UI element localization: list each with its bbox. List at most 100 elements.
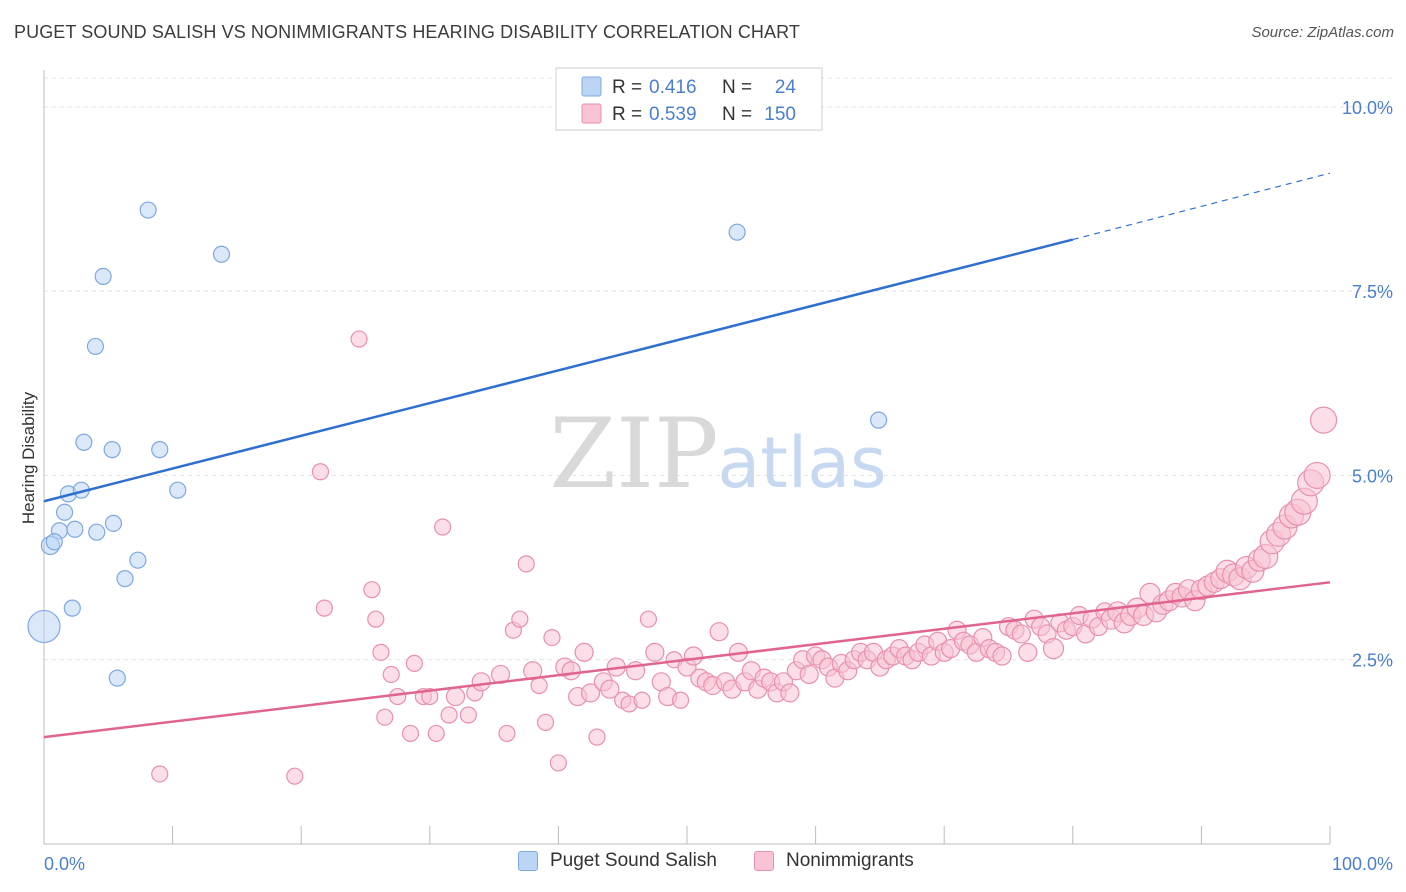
puget-sound-salish-point [103,441,121,459]
tick-labels: 2.5% 5.0% 7.5% 10.0% 0.0% 100.0% [44,98,1393,874]
puget-sound-salish-point [212,245,231,263]
puget-sound-salish-trendline [43,238,1074,503]
x-tick-label: 0.0% [44,854,85,874]
legend-swatch-pink [581,103,602,124]
nonimmigrants-point [1018,642,1038,662]
nonimmigrants-point [471,672,491,692]
nonimmigrants-point [588,728,606,746]
nonimmigrants-point [523,661,543,681]
legend-swatch-blue [581,76,602,97]
nonimmigrants-point [780,683,800,703]
nonimmigrants-point [372,643,390,661]
y-axis-label: Hearing Disability [19,391,38,524]
puget-sound-salish-point [728,223,746,241]
nonimmigrants-point [498,724,516,743]
nonimmigrants-point [1042,638,1065,660]
puget-sound-salish-point [139,201,157,219]
nonimmigrants-point [709,622,729,642]
legend-n-label: N = [722,77,752,98]
legend-item-nonimmigrants: Nonimmigrants [754,850,914,872]
puget-sound-salish-point [104,514,123,532]
nonimmigrants-point [459,706,477,724]
legend-swatch-pink [754,851,774,871]
nonimmigrants-point [286,767,304,785]
nonimmigrants-point [517,555,535,573]
y-tick-label: 5.0% [1352,466,1393,486]
puget-sound-salish-point [870,411,888,429]
puget-sound-salish-point [169,481,187,499]
x-tick-label: 100.0% [1332,854,1393,874]
legend-n-label: N = [722,104,752,125]
nonimmigrants-point [315,599,333,617]
legend-r-value: 0.416 [649,77,697,98]
nonimmigrants-trendline [43,581,1331,739]
puget-sound-salish-point [129,551,147,569]
series-legend: Puget Sound Salish Nonimmigrants [0,850,1406,880]
legend-label: Nonimmigrants [786,850,914,871]
nonimmigrants-point [427,724,445,743]
puget-sound-salish-points [27,201,888,687]
source-credit: Source: ZipAtlas.com [1251,24,1394,41]
legend-r-value: 0.539 [649,104,697,125]
nonimmigrants-point [574,642,594,662]
nonimmigrants-point [639,610,658,628]
puget-sound-salish-point [88,523,106,541]
nonimmigrants-point [600,679,620,699]
nonimmigrants-point [671,691,690,709]
puget-sound-salish-point [116,570,134,588]
nonimmigrants-point [382,665,400,684]
y-tick-label: 10.0% [1342,98,1393,118]
watermark-atlas: atlas [717,422,886,504]
nonimmigrants-point [633,691,651,709]
nonimmigrants-point [363,581,381,599]
nonimmigrants-point [445,686,466,707]
nonimmigrants-points [151,330,1338,785]
legend-n-value: 24 [775,77,797,98]
nonimmigrants-point [511,610,529,628]
legend-r-label: R = [612,77,642,98]
nonimmigrants-point [389,687,407,706]
puget-sound-salish-point [63,599,81,617]
nonimmigrants-point [367,610,385,628]
nonimmigrants-point [1309,406,1338,434]
nonimmigrants-point [799,664,819,685]
nonimmigrants-point [543,628,561,647]
nonimmigrants-point [645,642,665,662]
nonimmigrants-point [530,676,548,695]
nonimmigrants-point [536,713,555,731]
watermark-zip: ZIP [549,398,718,510]
puget-sound-salish-point [94,267,112,285]
puget-sound-salish-point [75,433,93,451]
axes [43,70,1331,845]
nonimmigrants-point [580,683,601,703]
nonimmigrants-point [311,463,330,481]
puget-sound-salish-point [86,337,105,356]
nonimmigrants-point [421,687,439,706]
puget-sound-salish-point [151,441,169,459]
puget-sound-salish-point [108,669,126,687]
chart-title: PUGET SOUND SALISH VS NONIMMIGRANTS HEAR… [14,22,800,42]
legend-r-label: R = [612,104,642,125]
nonimmigrants-point [151,765,169,783]
puget-sound-salish-point [66,520,84,538]
nonimmigrants-point [376,708,394,726]
legend-n-value: 150 [764,104,796,125]
legend-swatch-blue [518,851,538,871]
y-tick-label: 7.5% [1352,282,1393,302]
puget-sound-salish-point [45,533,63,551]
puget-sound-salish-trendline-extension [1072,172,1331,241]
puget-sound-salish-point [27,609,61,644]
trendlines [43,172,1331,739]
y-tick-label: 2.5% [1352,651,1393,671]
nonimmigrants-point [401,724,420,743]
nonimmigrants-point [434,518,452,536]
puget-sound-salish-point [55,503,74,521]
nonimmigrants-point [440,706,458,724]
nonimmigrants-point [683,646,704,666]
nonimmigrants-point [350,330,368,348]
gridlines [44,77,1392,661]
legend-item-puget-sound-salish: Puget Sound Salish [518,850,717,872]
nonimmigrants-point [1303,461,1331,490]
nonimmigrants-point [549,754,568,772]
